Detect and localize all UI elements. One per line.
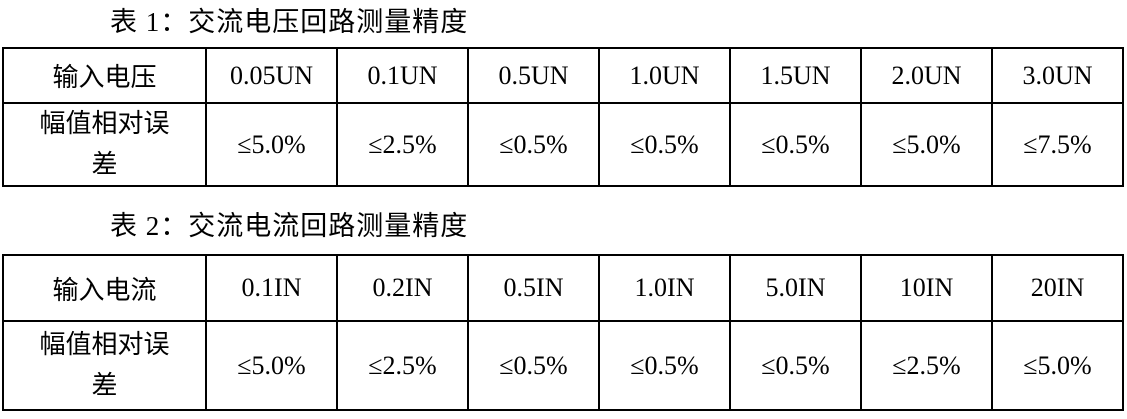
table1-input-voltage-header: 输入电压 <box>2 47 207 104</box>
table2-current-accuracy: 输入电流 0.1IN 0.2IN 0.5IN 1.0IN 5.0IN 10IN … <box>2 254 1124 411</box>
table1-level-cell: 0.05UN <box>205 47 338 104</box>
table1-error-cell: ≤5.0% <box>860 102 993 187</box>
table2-error-cell: ≤2.5% <box>860 320 993 411</box>
table1-amplitude-error-header: 幅值相对误差 <box>2 102 207 187</box>
table2-amplitude-error-row: 幅值相对误差 ≤5.0% ≤2.5% ≤0.5% ≤0.5% ≤0.5% ≤2.… <box>2 320 1124 411</box>
table2-level-cell: 1.0IN <box>598 254 731 322</box>
table2-level-cell: 0.1IN <box>205 254 338 322</box>
table2-error-cell: ≤0.5% <box>729 320 862 411</box>
table1-error-cell: ≤5.0% <box>205 102 338 187</box>
table1-amplitude-error-row: 幅值相对误差 ≤5.0% ≤2.5% ≤0.5% ≤0.5% ≤0.5% ≤5.… <box>2 102 1124 187</box>
table2-error-cell: ≤2.5% <box>336 320 469 411</box>
table2-error-cell: ≤5.0% <box>991 320 1124 411</box>
table1-level-cell: 2.0UN <box>860 47 993 104</box>
table2-input-current-header: 输入电流 <box>2 254 207 322</box>
table1-level-cell: 1.0UN <box>598 47 731 104</box>
table2-title: 表 2：交流电流回路测量精度 <box>110 211 469 241</box>
table2-error-cell: ≤5.0% <box>205 320 338 411</box>
table2-level-cell: 0.5IN <box>467 254 600 322</box>
table1-input-voltage-row: 输入电压 0.05UN 0.1UN 0.5UN 1.0UN 1.5UN 2.0U… <box>2 47 1124 104</box>
table1-level-cell: 0.5UN <box>467 47 600 104</box>
table2-amplitude-error-header: 幅值相对误差 <box>2 320 207 411</box>
table1-title: 表 1：交流电压回路测量精度 <box>110 7 469 37</box>
table1-error-cell: ≤0.5% <box>467 102 600 187</box>
table1-level-cell: 0.1UN <box>336 47 469 104</box>
table2-level-cell: 5.0IN <box>729 254 862 322</box>
table1-error-cell: ≤0.5% <box>598 102 731 187</box>
table2-level-cell: 10IN <box>860 254 993 322</box>
table1-error-cell: ≤7.5% <box>991 102 1124 187</box>
table1-error-cell: ≤0.5% <box>729 102 862 187</box>
table2-input-current-row: 输入电流 0.1IN 0.2IN 0.5IN 1.0IN 5.0IN 10IN … <box>2 254 1124 322</box>
table1-amplitude-error-label: 幅值相对误差 <box>39 109 170 179</box>
table1-voltage-accuracy: 输入电压 0.05UN 0.1UN 0.5UN 1.0UN 1.5UN 2.0U… <box>2 47 1124 187</box>
table2-level-cell: 20IN <box>991 254 1124 322</box>
table1-level-cell: 3.0UN <box>991 47 1124 104</box>
table2-level-cell: 0.2IN <box>336 254 469 322</box>
table2-error-cell: ≤0.5% <box>467 320 600 411</box>
table1-error-cell: ≤2.5% <box>336 102 469 187</box>
table1-level-cell: 1.5UN <box>729 47 862 104</box>
table2-error-cell: ≤0.5% <box>598 320 731 411</box>
table2-amplitude-error-label: 幅值相对误差 <box>39 330 170 400</box>
